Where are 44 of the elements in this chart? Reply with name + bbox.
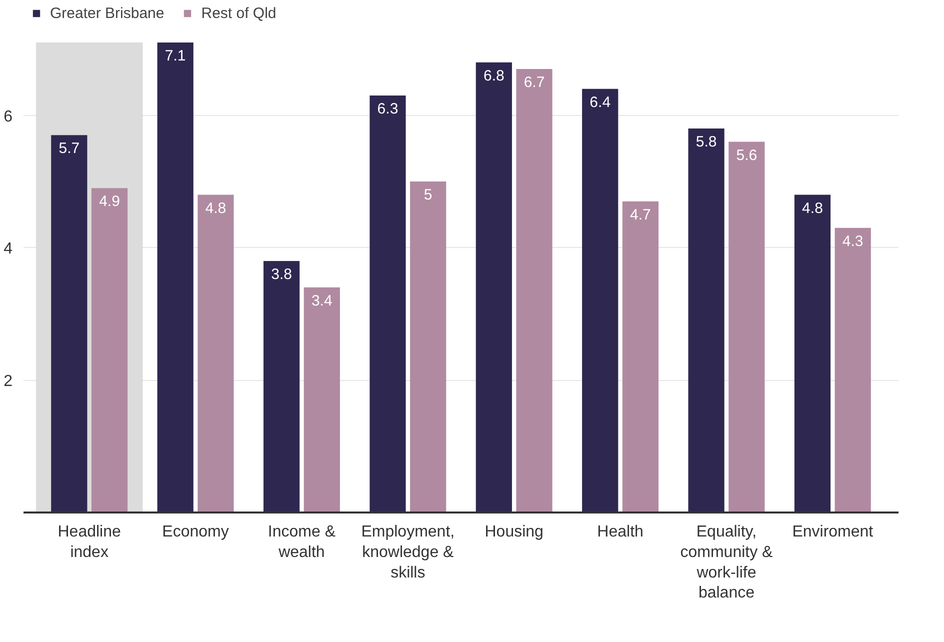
legend-label: Rest of Qld [201, 4, 276, 22]
bar [834, 228, 871, 512]
bar [728, 142, 765, 512]
data-label: 5 [424, 186, 432, 204]
data-label: 5.6 [736, 146, 758, 164]
legend-label: Greater Brisbane [50, 4, 164, 22]
data-label: 4.3 [842, 232, 864, 250]
data-label: 3.4 [311, 292, 332, 310]
x-tick-label: Equality, community & work-life balance [680, 524, 774, 602]
data-label: 5.8 [696, 134, 717, 151]
y-tick-label: 4 [4, 240, 13, 258]
y-tick-label: 2 [4, 373, 13, 390]
bar [410, 182, 446, 512]
x-tick-label: Income & wealth [268, 524, 336, 561]
bar [476, 62, 512, 512]
x-tick-label: Health [597, 524, 644, 540]
bar [157, 42, 194, 512]
x-tick-label: Housing [484, 524, 544, 540]
data-label: 5.7 [58, 140, 80, 158]
x-tick-label: Enviroment [792, 524, 874, 540]
x-tick-label: Headline index [58, 524, 122, 561]
bar [304, 287, 340, 512]
bar [198, 194, 234, 512]
data-label: 6.3 [377, 100, 398, 118]
bar [263, 260, 300, 512]
bar [582, 88, 618, 512]
data-label: 6.8 [483, 67, 504, 84]
data-label: 4.9 [99, 193, 120, 210]
y-tick-label: 6 [4, 108, 13, 126]
data-label: 6.4 [590, 94, 611, 111]
bar [688, 128, 724, 512]
data-label: 3.8 [271, 266, 292, 283]
x-tick-label: Employment, knowledge & skills [361, 524, 455, 582]
bar [516, 68, 552, 512]
bar [622, 201, 659, 512]
data-label: 7.1 [164, 48, 186, 64]
bar [370, 95, 406, 512]
bar [91, 188, 128, 512]
x-tick-label: Economy [162, 524, 229, 540]
data-label: 4.7 [630, 206, 651, 224]
bar [794, 194, 831, 512]
data-label: 4.8 [205, 200, 226, 217]
data-label: 4.8 [802, 200, 823, 217]
data-label: 6.7 [524, 74, 545, 91]
